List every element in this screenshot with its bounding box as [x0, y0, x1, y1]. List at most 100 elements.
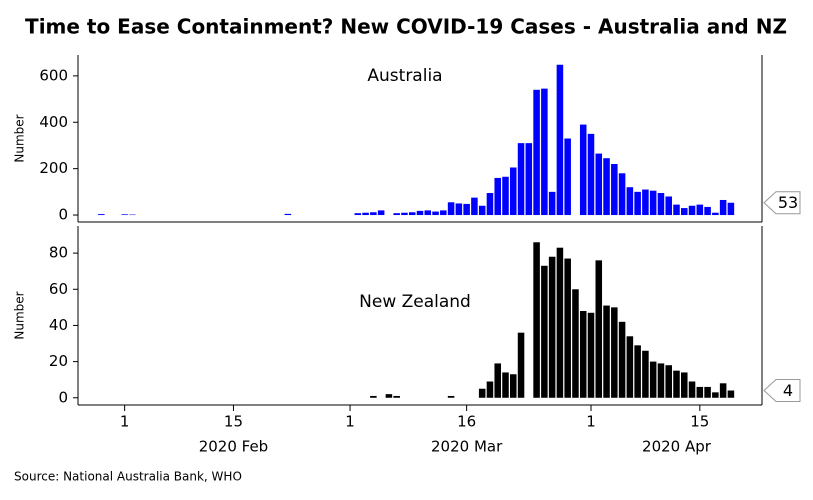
bar [626, 336, 634, 398]
bar [572, 289, 579, 398]
bar [556, 247, 564, 398]
bar [401, 212, 408, 216]
bar [393, 213, 400, 216]
bar [455, 203, 463, 216]
bar [548, 256, 556, 398]
bar [665, 365, 672, 398]
last-value-label: 4 [783, 381, 793, 400]
x-tick-label: 1 [586, 413, 596, 431]
bar [502, 372, 509, 398]
bar [354, 213, 362, 216]
bar [642, 189, 649, 216]
bar [727, 390, 735, 398]
y-tick-label: 0 [58, 206, 68, 224]
x-month-label: 2020 Mar [431, 438, 503, 456]
bar [704, 206, 711, 216]
bar [362, 212, 369, 216]
bar [494, 177, 501, 216]
bar [432, 211, 439, 216]
bar [579, 310, 587, 398]
bar [634, 345, 641, 398]
bar [478, 205, 486, 216]
bar [657, 363, 665, 398]
x-tick-label: 15 [224, 413, 243, 431]
bar [595, 153, 603, 216]
bar [556, 64, 564, 216]
bar [510, 167, 517, 216]
bar [533, 242, 540, 398]
bar [408, 212, 416, 216]
chart-title: Time to Ease Containment? New COVID-19 C… [25, 15, 787, 39]
bar [649, 361, 657, 398]
bar [618, 321, 626, 398]
bar [704, 386, 711, 398]
x-month-label: 2020 Feb [199, 438, 269, 456]
series-label: Australia [367, 66, 442, 86]
bar [478, 388, 486, 398]
bar [440, 210, 447, 216]
bar [525, 143, 533, 216]
bar [447, 395, 455, 398]
bar [564, 258, 571, 398]
bar [393, 395, 400, 398]
bar [98, 214, 105, 216]
bar [541, 88, 548, 216]
bar [696, 204, 704, 216]
y-tick-label: 400 [39, 113, 68, 131]
bar [377, 210, 385, 216]
bar [719, 199, 727, 216]
source: Source: National Australia Bank, WHO [14, 470, 242, 484]
bar [626, 187, 634, 216]
bar [587, 312, 595, 398]
x-tick-label: 15 [690, 413, 709, 431]
bar [486, 193, 494, 216]
bar [471, 197, 478, 216]
y-tick-label: 200 [39, 159, 68, 177]
bar [494, 363, 501, 398]
bar [603, 305, 610, 398]
bar [370, 212, 377, 216]
bar [681, 208, 688, 216]
bar [370, 395, 377, 398]
y-tick-label: 60 [49, 280, 68, 298]
bar [681, 372, 688, 398]
bar [510, 374, 517, 398]
bar [424, 210, 432, 216]
series-label: New Zealand [359, 292, 471, 312]
bar [657, 193, 665, 216]
bar [579, 124, 587, 216]
x-tick-label: 16 [457, 413, 476, 431]
bar [618, 173, 626, 216]
y-tick-label: 20 [49, 352, 68, 370]
bar [642, 350, 649, 398]
bar [564, 138, 571, 216]
x-tick-label: 1 [120, 413, 130, 431]
bar [463, 203, 470, 216]
bar [712, 392, 719, 398]
bar [541, 265, 548, 398]
value-callout [763, 379, 801, 403]
bar [696, 386, 704, 398]
bar [447, 202, 455, 216]
bar [502, 176, 509, 216]
y-axis-label: Number [13, 291, 27, 339]
bar [649, 190, 657, 216]
y-tick-label: 40 [49, 316, 68, 334]
y-tick-label: 80 [49, 244, 68, 262]
bar [517, 143, 525, 216]
bar [121, 214, 128, 216]
bar [727, 202, 735, 216]
y-tick-label: 0 [58, 388, 68, 406]
bar [665, 196, 672, 216]
bar [595, 260, 603, 398]
bar [611, 164, 618, 216]
x-month-label: 2020 Apr [642, 438, 712, 456]
bar [603, 158, 610, 216]
bar [688, 205, 696, 216]
bar [634, 191, 641, 216]
bar [385, 394, 393, 398]
bar [517, 332, 525, 398]
bar [688, 381, 696, 398]
x-tick-label: 1 [345, 413, 355, 431]
